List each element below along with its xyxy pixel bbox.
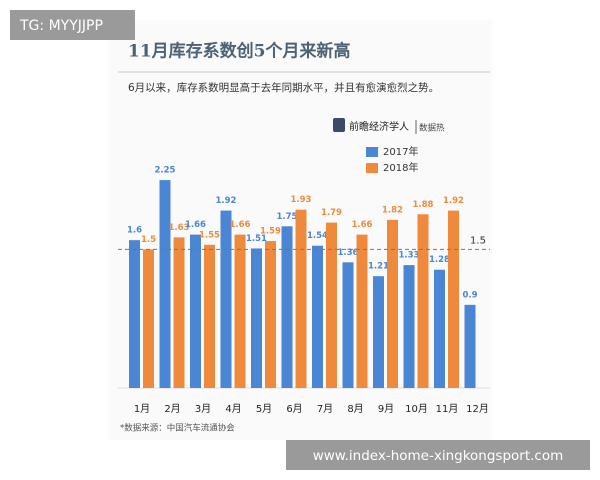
value-label: 1.92 <box>443 196 464 206</box>
bar <box>417 214 429 388</box>
value-label: 1.88 <box>413 200 434 210</box>
bar <box>295 209 307 388</box>
x-tick-label: 6月 <box>286 403 302 415</box>
bar <box>190 234 201 388</box>
legend-label: 2017年 <box>383 145 418 158</box>
x-tick-label: 10月 <box>405 403 428 415</box>
bar <box>403 265 415 388</box>
x-tick-label: 2月 <box>164 403 180 415</box>
value-label: 2.25 <box>155 166 176 176</box>
value-label: 1.33 <box>399 251 420 261</box>
x-tick-label: 7月 <box>317 403 333 415</box>
brand-tag: 数据热 <box>419 123 445 134</box>
value-label: 1.28 <box>429 255 450 265</box>
value-label: 1.6 <box>127 226 142 236</box>
reference-label: 1.5 <box>470 235 486 246</box>
value-label: 1.82 <box>382 205 403 215</box>
bar <box>129 240 140 388</box>
value-label: 1.75 <box>277 212 298 222</box>
x-tick-label: 3月 <box>195 403 211 415</box>
bar <box>356 234 368 388</box>
bar <box>373 276 384 388</box>
value-label: 1.66 <box>352 220 373 230</box>
value-label: 0.9 <box>462 290 477 300</box>
overlay-tag: TG: MYYJJPP <box>19 18 103 34</box>
overlay-tag-box <box>10 10 135 40</box>
value-label: 1.66 <box>185 220 206 230</box>
brand-icon <box>333 118 345 132</box>
bar <box>448 210 459 388</box>
bar <box>204 244 215 388</box>
value-label: 1.54 <box>307 231 328 241</box>
x-tick-label: 4月 <box>225 403 241 415</box>
bar <box>251 248 262 388</box>
x-tick-label: 9月 <box>378 403 394 415</box>
bar <box>434 269 445 388</box>
x-tick-label: 12月 <box>466 403 489 415</box>
bar <box>159 180 171 388</box>
chart-subtitle: 6月以来，库存系数明显高于去年同期水平，并且有愈演愈烈之势。 <box>128 81 439 94</box>
bar <box>281 226 293 388</box>
value-label: 1.21 <box>368 262 389 272</box>
bar <box>312 245 323 388</box>
x-tick-label: 8月 <box>347 403 363 415</box>
value-label: 1.66 <box>230 220 251 230</box>
bar <box>342 262 354 388</box>
bar <box>265 241 276 388</box>
x-tick-label: 11月 <box>436 403 459 415</box>
watermark-box <box>286 440 590 470</box>
x-tick-label: 1月 <box>134 403 150 415</box>
bar <box>387 219 398 388</box>
bar <box>220 210 232 388</box>
brand: 前瞻经济学人 <box>349 120 409 133</box>
value-label: 1.55 <box>199 230 220 240</box>
value-label: 1.36 <box>338 248 359 258</box>
value-label: 1.5 <box>141 235 156 245</box>
value-label: 1.59 <box>260 227 281 237</box>
value-label: 1.79 <box>321 208 342 218</box>
value-label: 1.93 <box>291 195 312 205</box>
value-label: 1.92 <box>216 196 237 206</box>
bar <box>173 237 185 388</box>
x-tick-label: 5月 <box>256 403 272 415</box>
value-label: 1.63 <box>169 223 190 233</box>
chart-title: 11月库存系数创5个月来新高 <box>128 41 351 62</box>
bar <box>234 234 246 388</box>
source-note: *数据来源：中国汽车流通协会 <box>120 423 235 434</box>
legend-swatch <box>366 163 378 173</box>
bar <box>143 249 154 388</box>
plot: 2017年2018年1月1.61.52月2.251.633月1.661.554月… <box>118 145 490 415</box>
bar <box>464 304 476 388</box>
value-label: 1.51 <box>246 234 267 244</box>
bar <box>326 222 337 388</box>
legend-label: 2018年 <box>383 161 418 174</box>
watermark: www.index-home-xingkongsport.com <box>313 448 564 464</box>
legend-swatch <box>366 147 378 157</box>
